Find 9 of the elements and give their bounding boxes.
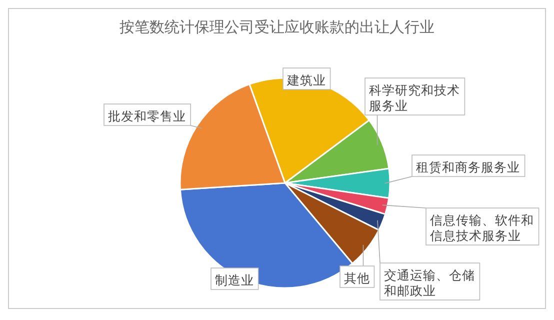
slice-label: 交通运输、仓储和邮政业	[384, 268, 475, 298]
slice-label: 建筑业	[286, 72, 326, 88]
slice-label: 信息传输、软件和信息技术服务业	[430, 212, 534, 243]
slice-label: 租赁和商务服务业	[416, 160, 520, 174]
chart-title: 按笔数统计保理公司受让应收账款的出让人行业	[120, 18, 434, 36]
slice-label: 其他	[344, 270, 370, 286]
slice-label: 科学研究和技术服务业	[369, 82, 460, 113]
slice-label: 批发和零售业	[108, 108, 186, 124]
slice-label: 制造业	[215, 272, 254, 288]
